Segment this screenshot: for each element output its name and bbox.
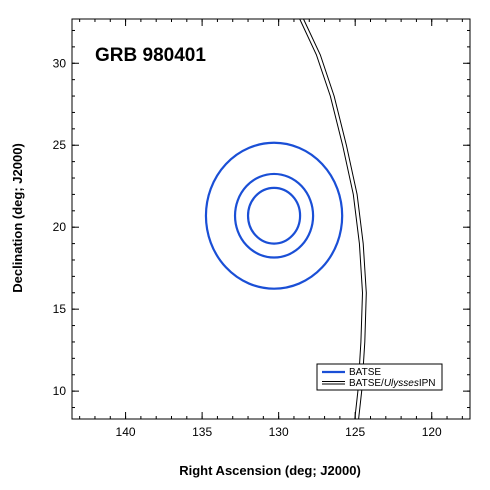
x-tick-label: 140 bbox=[116, 425, 136, 439]
x-tick-label: 135 bbox=[192, 425, 212, 439]
batse-error-circle bbox=[204, 141, 344, 290]
x-axis-title: Right Ascension (deg; J2000) bbox=[179, 463, 361, 478]
legend-label-ipn-part2: Ulysses bbox=[384, 378, 419, 389]
y-tick-label: 10 bbox=[53, 384, 67, 398]
chart-title: GRB 980401 bbox=[95, 45, 206, 66]
plot-frame bbox=[71, 18, 471, 420]
y-tick-labels: 10 15 20 25 30 bbox=[53, 56, 67, 398]
chart-marks bbox=[204, 18, 367, 420]
legend-label-ipn-part3: IPN bbox=[419, 378, 436, 389]
legend-box bbox=[316, 363, 443, 391]
legend-label-ipn-part1: BATSE/ bbox=[349, 378, 384, 389]
batse-error-circle bbox=[233, 172, 315, 259]
x-tick-label: 125 bbox=[345, 425, 365, 439]
y-tick-label: 15 bbox=[53, 302, 67, 316]
y-tick-label: 20 bbox=[53, 220, 67, 234]
y-axis-title: Declination (deg; J2000) bbox=[10, 143, 25, 293]
y-tick-label: 30 bbox=[53, 56, 67, 70]
y-tick-label: 25 bbox=[53, 138, 67, 152]
legend: BATSE BATSE/UlyssesIPN bbox=[316, 363, 443, 391]
x-tick-label: 130 bbox=[269, 425, 289, 439]
legend-label-batse: BATSE bbox=[349, 367, 381, 378]
x-tick-labels: 140 135 130 125 120 bbox=[116, 425, 443, 439]
ipn-annulus-edge bbox=[299, 18, 363, 420]
x-tick-label: 120 bbox=[422, 425, 442, 439]
axis-ticks bbox=[72, 19, 470, 419]
batse-error-circle bbox=[246, 186, 302, 245]
legend-label-ipn: BATSE/UlyssesIPN bbox=[349, 378, 436, 389]
